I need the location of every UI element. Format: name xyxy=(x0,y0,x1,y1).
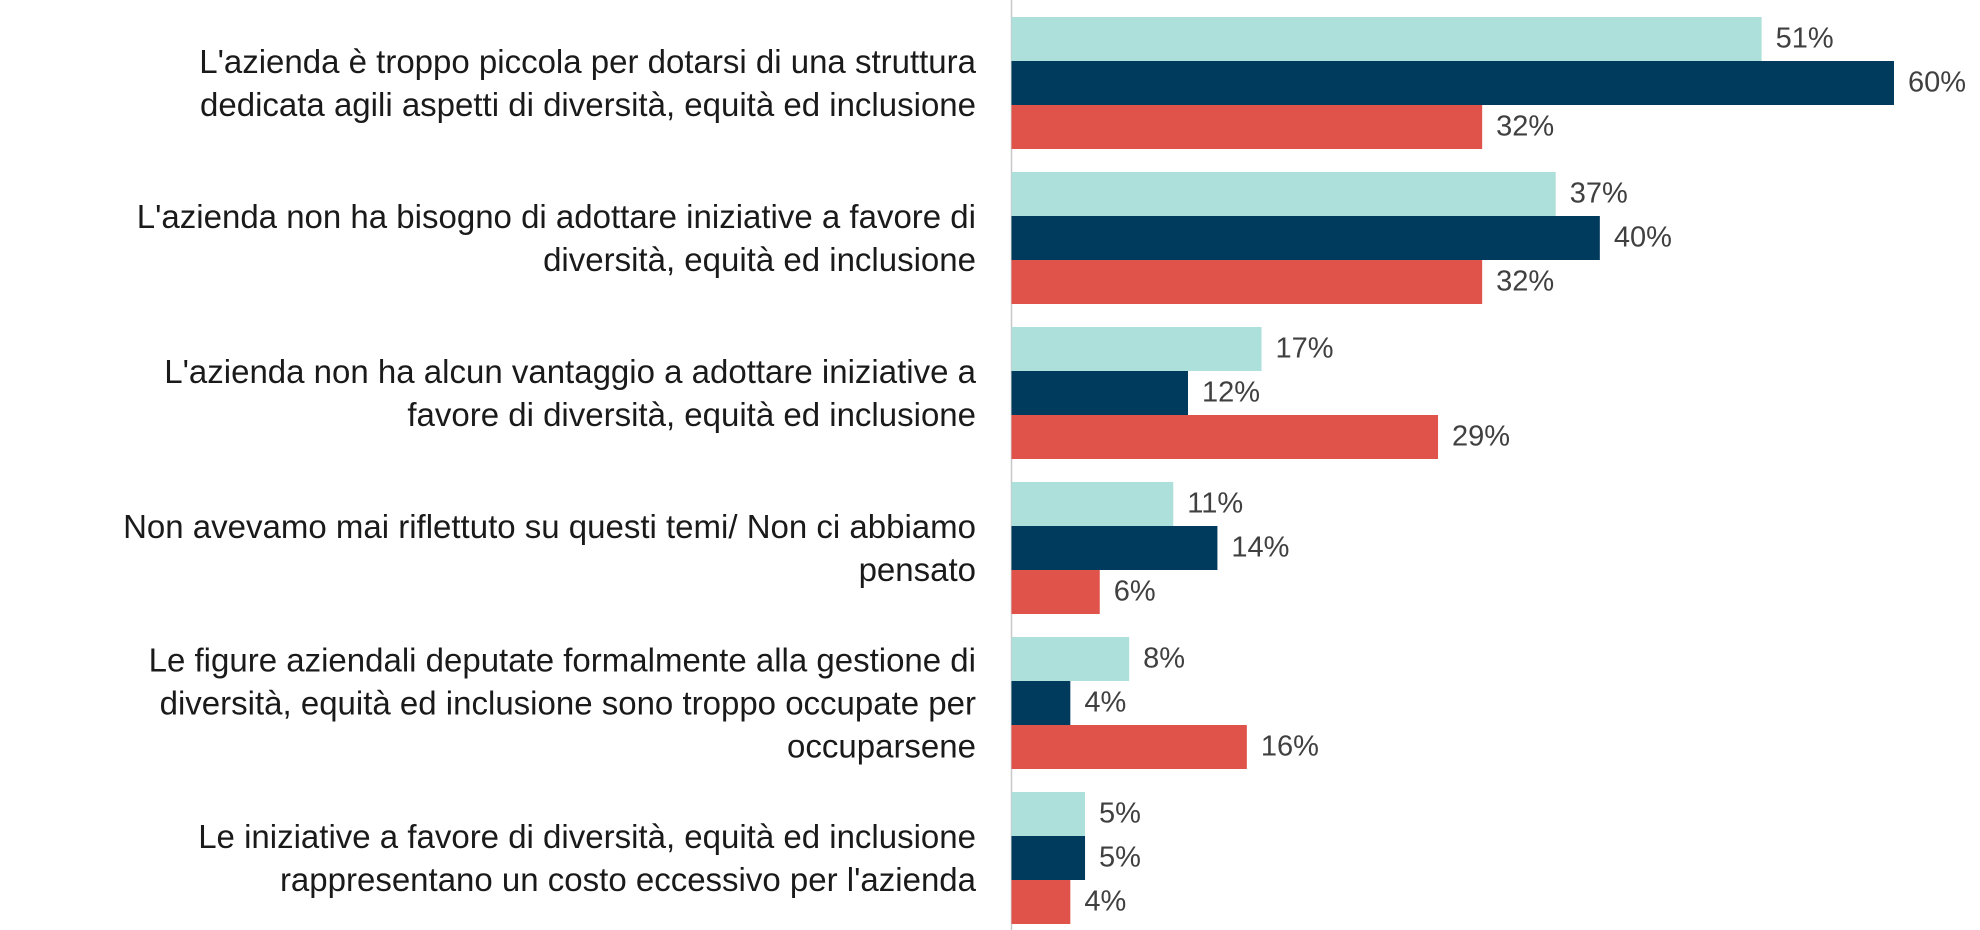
value-label: 51% xyxy=(1776,23,1834,55)
bar xyxy=(1011,61,1894,105)
bar xyxy=(1011,260,1483,304)
value-label: 29% xyxy=(1452,421,1510,453)
bar xyxy=(1011,327,1262,371)
bar xyxy=(1011,482,1174,526)
category-label: Le iniziative a favore di diversità, equ… xyxy=(198,818,976,898)
bar xyxy=(1011,172,1556,216)
value-label: 37% xyxy=(1570,178,1628,210)
category-label: L'azienda è troppo piccola per dotarsi d… xyxy=(199,43,976,123)
value-label: 4% xyxy=(1084,886,1126,918)
bar xyxy=(1011,216,1600,260)
bar xyxy=(1011,880,1071,924)
bar xyxy=(1011,681,1071,725)
value-label: 60% xyxy=(1908,67,1966,99)
value-label: 8% xyxy=(1143,643,1185,675)
value-label: 40% xyxy=(1614,222,1672,254)
value-label: 12% xyxy=(1202,377,1260,409)
bar xyxy=(1011,371,1188,415)
bar xyxy=(1011,105,1483,149)
value-label: 17% xyxy=(1276,333,1334,365)
bar xyxy=(1011,570,1100,614)
value-label: 11% xyxy=(1187,488,1243,520)
category-label: Non avevamo mai riflettuto su questi tem… xyxy=(123,508,976,588)
bar xyxy=(1011,836,1086,880)
bar xyxy=(1011,17,1762,61)
value-label: 4% xyxy=(1084,687,1126,719)
bar xyxy=(1011,415,1439,459)
value-label: 6% xyxy=(1114,576,1156,608)
value-label: 32% xyxy=(1496,266,1554,298)
bar xyxy=(1011,526,1218,570)
category-label: L'azienda non ha alcun vantaggio a adott… xyxy=(164,353,976,433)
category-label: Le figure aziendali deputate formalmente… xyxy=(148,641,976,765)
value-label: 5% xyxy=(1099,842,1141,874)
bar xyxy=(1011,637,1130,681)
category-label: L'azienda non ha bisogno di adottare ini… xyxy=(136,198,976,278)
bar xyxy=(1011,792,1086,836)
value-label: 32% xyxy=(1496,111,1554,143)
value-label: 14% xyxy=(1231,532,1289,564)
value-label: 5% xyxy=(1099,798,1141,830)
value-label: 16% xyxy=(1261,731,1319,763)
bar xyxy=(1011,725,1247,769)
